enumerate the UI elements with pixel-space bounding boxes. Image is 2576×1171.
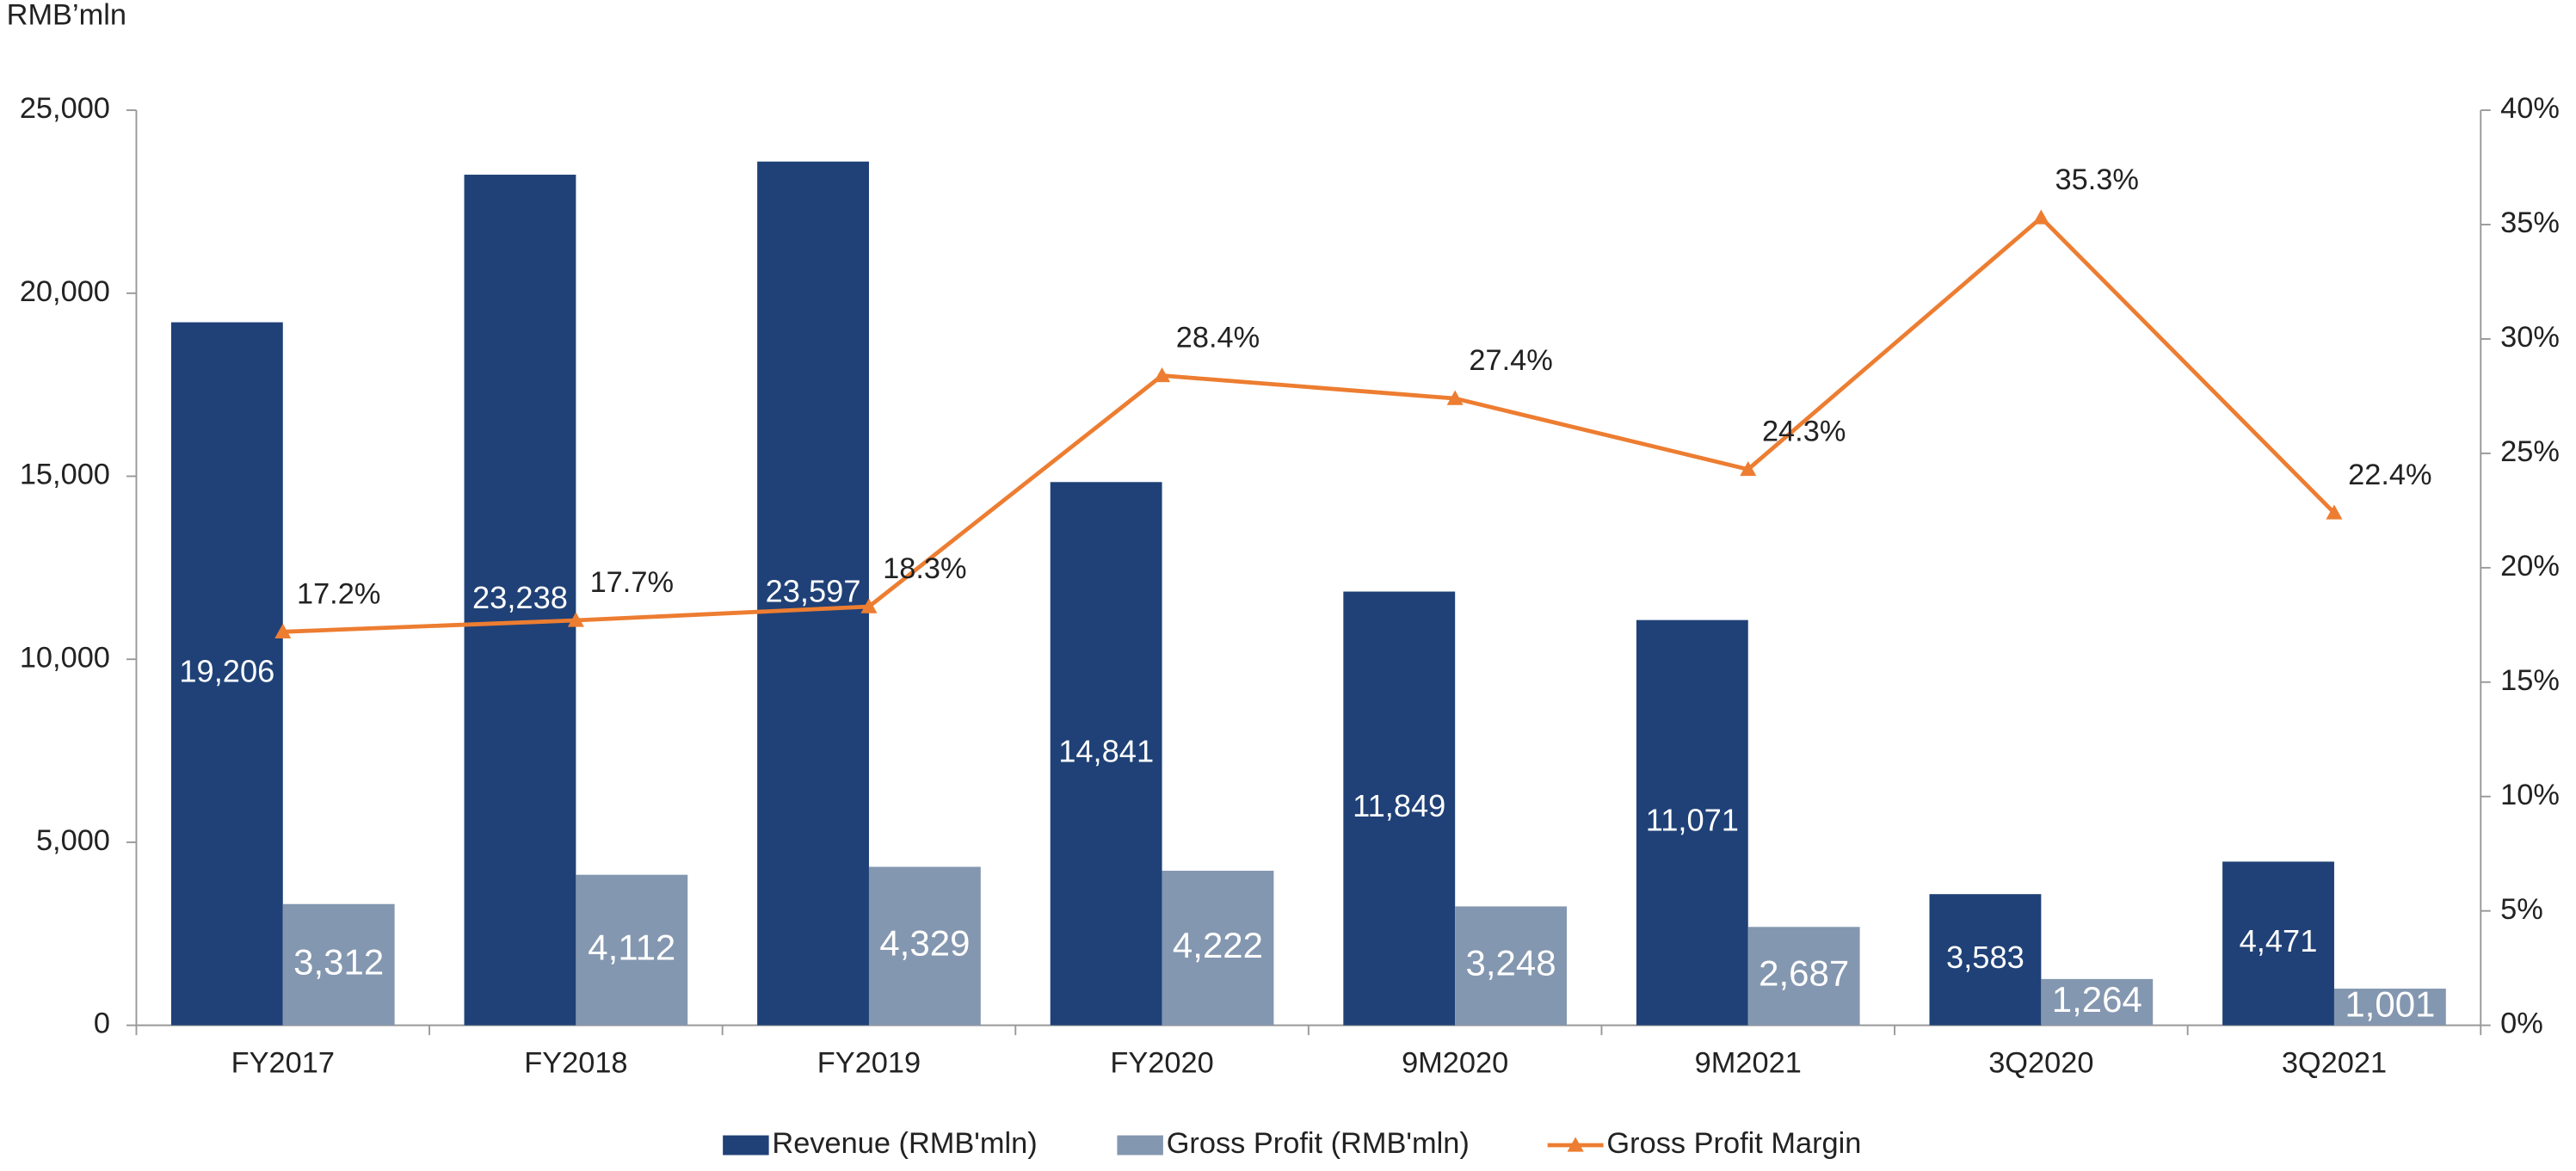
y-tick-label: 15,000: [20, 459, 110, 491]
line-marker: [1740, 460, 1757, 477]
line-value-label: 24.3%: [1762, 416, 1846, 448]
line: [282, 214, 2336, 634]
bar-value-label: 14,841: [1058, 734, 1154, 769]
bar: [1929, 894, 2042, 1026]
legend-swatch: [1117, 1135, 1163, 1156]
bar-value-label: 19,206: [179, 654, 274, 689]
x-tick-label: 3Q2020: [1988, 1047, 2093, 1080]
bar: [576, 874, 688, 1026]
y2-tick-label: 30%: [2500, 321, 2560, 354]
line-marker: [1446, 390, 1464, 405]
bar-value-label: 11,849: [1353, 788, 1445, 823]
bar-value-label: 1,264: [2052, 979, 2142, 1020]
bar: [2041, 978, 2154, 1026]
x-tick-label: FY2017: [231, 1047, 335, 1080]
bar: [1162, 871, 1274, 1026]
x-tick-label: 9M2021: [1695, 1047, 1802, 1080]
x-tick-label: 3Q2021: [2282, 1047, 2387, 1080]
bar: [868, 866, 981, 1026]
bar: [1636, 619, 1748, 1026]
bar: [170, 322, 283, 1026]
bar: [2222, 861, 2334, 1026]
line-value-label: 22.4%: [2348, 459, 2431, 491]
y-tick-label: 25,000: [20, 92, 110, 125]
y2-tick-label: 40%: [2500, 92, 2560, 125]
y2-tick-label: 15%: [2500, 664, 2560, 697]
line-marker: [1154, 367, 1171, 383]
legend-marker: [1567, 1137, 1584, 1152]
x-tick-label: FY2018: [524, 1047, 627, 1080]
bar-value-label: 3,312: [293, 941, 384, 982]
line-value-label: 35.3%: [2055, 163, 2139, 196]
y-tick-label: 10,000: [20, 641, 110, 674]
line-value-label: 27.4%: [1469, 344, 1552, 377]
y-tick-label: 0: [94, 1008, 110, 1040]
line-marker: [274, 623, 292, 638]
bar: [757, 161, 869, 1026]
bar-value-label: 2,687: [1759, 953, 1849, 994]
y-axis-label: RMB’mln: [7, 0, 126, 31]
bar: [1455, 906, 1568, 1026]
bar-value-label: 23,597: [766, 573, 861, 608]
bar-value-label: 11,071: [1646, 803, 1739, 838]
bar: [464, 175, 576, 1026]
x-tick-label: 9M2020: [1402, 1047, 1508, 1080]
x-tick-label: FY2020: [1110, 1047, 1213, 1080]
y2-tick-label: 25%: [2500, 435, 2560, 468]
bar: [282, 903, 395, 1026]
line-marker: [2032, 209, 2049, 225]
y2-tick-label: 10%: [2500, 779, 2560, 811]
bar-value-label: 3,248: [1466, 943, 1556, 983]
y-tick-label: 20,000: [20, 275, 110, 308]
bar-value-label: 4,112: [588, 927, 675, 967]
bar-value-label: 1,001: [2345, 983, 2435, 1024]
line-marker: [2326, 504, 2343, 520]
y-tick-label: 5,000: [36, 824, 110, 857]
line-marker: [860, 598, 878, 613]
bar-value-label: 4,329: [879, 923, 970, 964]
legend-label: Gross Profit (RMB'mln): [1167, 1127, 1470, 1160]
line-marker: [567, 612, 584, 627]
legend-label: Gross Profit Margin: [1606, 1127, 1861, 1160]
line-value-label: 17.7%: [590, 566, 674, 599]
legend-swatch: [723, 1135, 769, 1156]
bar: [2333, 989, 2446, 1026]
bar: [1343, 591, 1456, 1026]
legend-label: Revenue (RMB'mln): [772, 1127, 1037, 1160]
line-value-label: 17.2%: [297, 577, 380, 610]
y2-tick-label: 0%: [2500, 1008, 2543, 1040]
line-value-label: 28.4%: [1176, 322, 1260, 354]
y2-tick-label: 20%: [2500, 550, 2560, 582]
bar: [1747, 927, 1860, 1026]
line-value-label: 18.3%: [883, 552, 966, 585]
bar: [1050, 482, 1162, 1026]
bar-value-label: 4,471: [2240, 923, 2318, 958]
y2-tick-label: 35%: [2500, 206, 2560, 239]
x-tick-label: FY2019: [817, 1047, 921, 1080]
bar-value-label: 3,583: [1946, 940, 2024, 975]
y2-tick-label: 5%: [2500, 893, 2543, 926]
bar-value-label: 23,238: [472, 580, 568, 615]
bar-value-label: 4,222: [1173, 925, 1263, 965]
